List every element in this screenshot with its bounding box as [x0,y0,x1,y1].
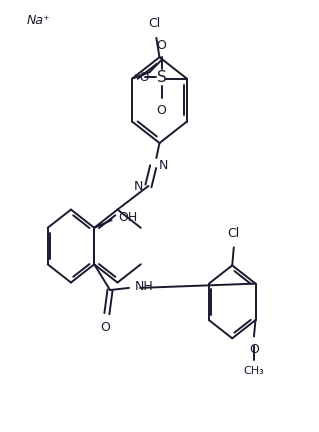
Text: O: O [157,39,167,52]
Text: O: O [157,104,167,117]
Text: ⁻O: ⁻O [133,71,149,84]
Text: O: O [249,343,259,356]
Text: CH₃: CH₃ [243,366,264,376]
Text: O: O [100,321,110,334]
Text: N: N [159,159,168,172]
Text: Cl: Cl [149,17,161,30]
Text: Cl: Cl [228,227,240,240]
Text: S: S [157,70,167,85]
Text: NH: NH [135,280,153,293]
Text: N: N [133,180,143,193]
Text: OH: OH [118,211,137,225]
Text: Na⁺: Na⁺ [27,14,50,27]
